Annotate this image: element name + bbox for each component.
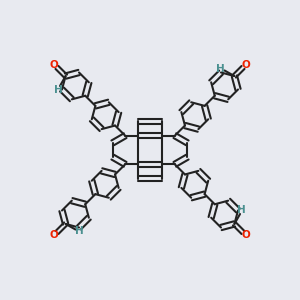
Text: H: H [237,205,246,215]
Text: H: H [54,85,63,95]
Text: O: O [242,59,250,70]
Text: O: O [50,59,58,70]
Text: O: O [50,230,58,241]
Text: O: O [242,230,250,241]
Text: H: H [75,226,84,236]
Text: H: H [216,64,225,74]
